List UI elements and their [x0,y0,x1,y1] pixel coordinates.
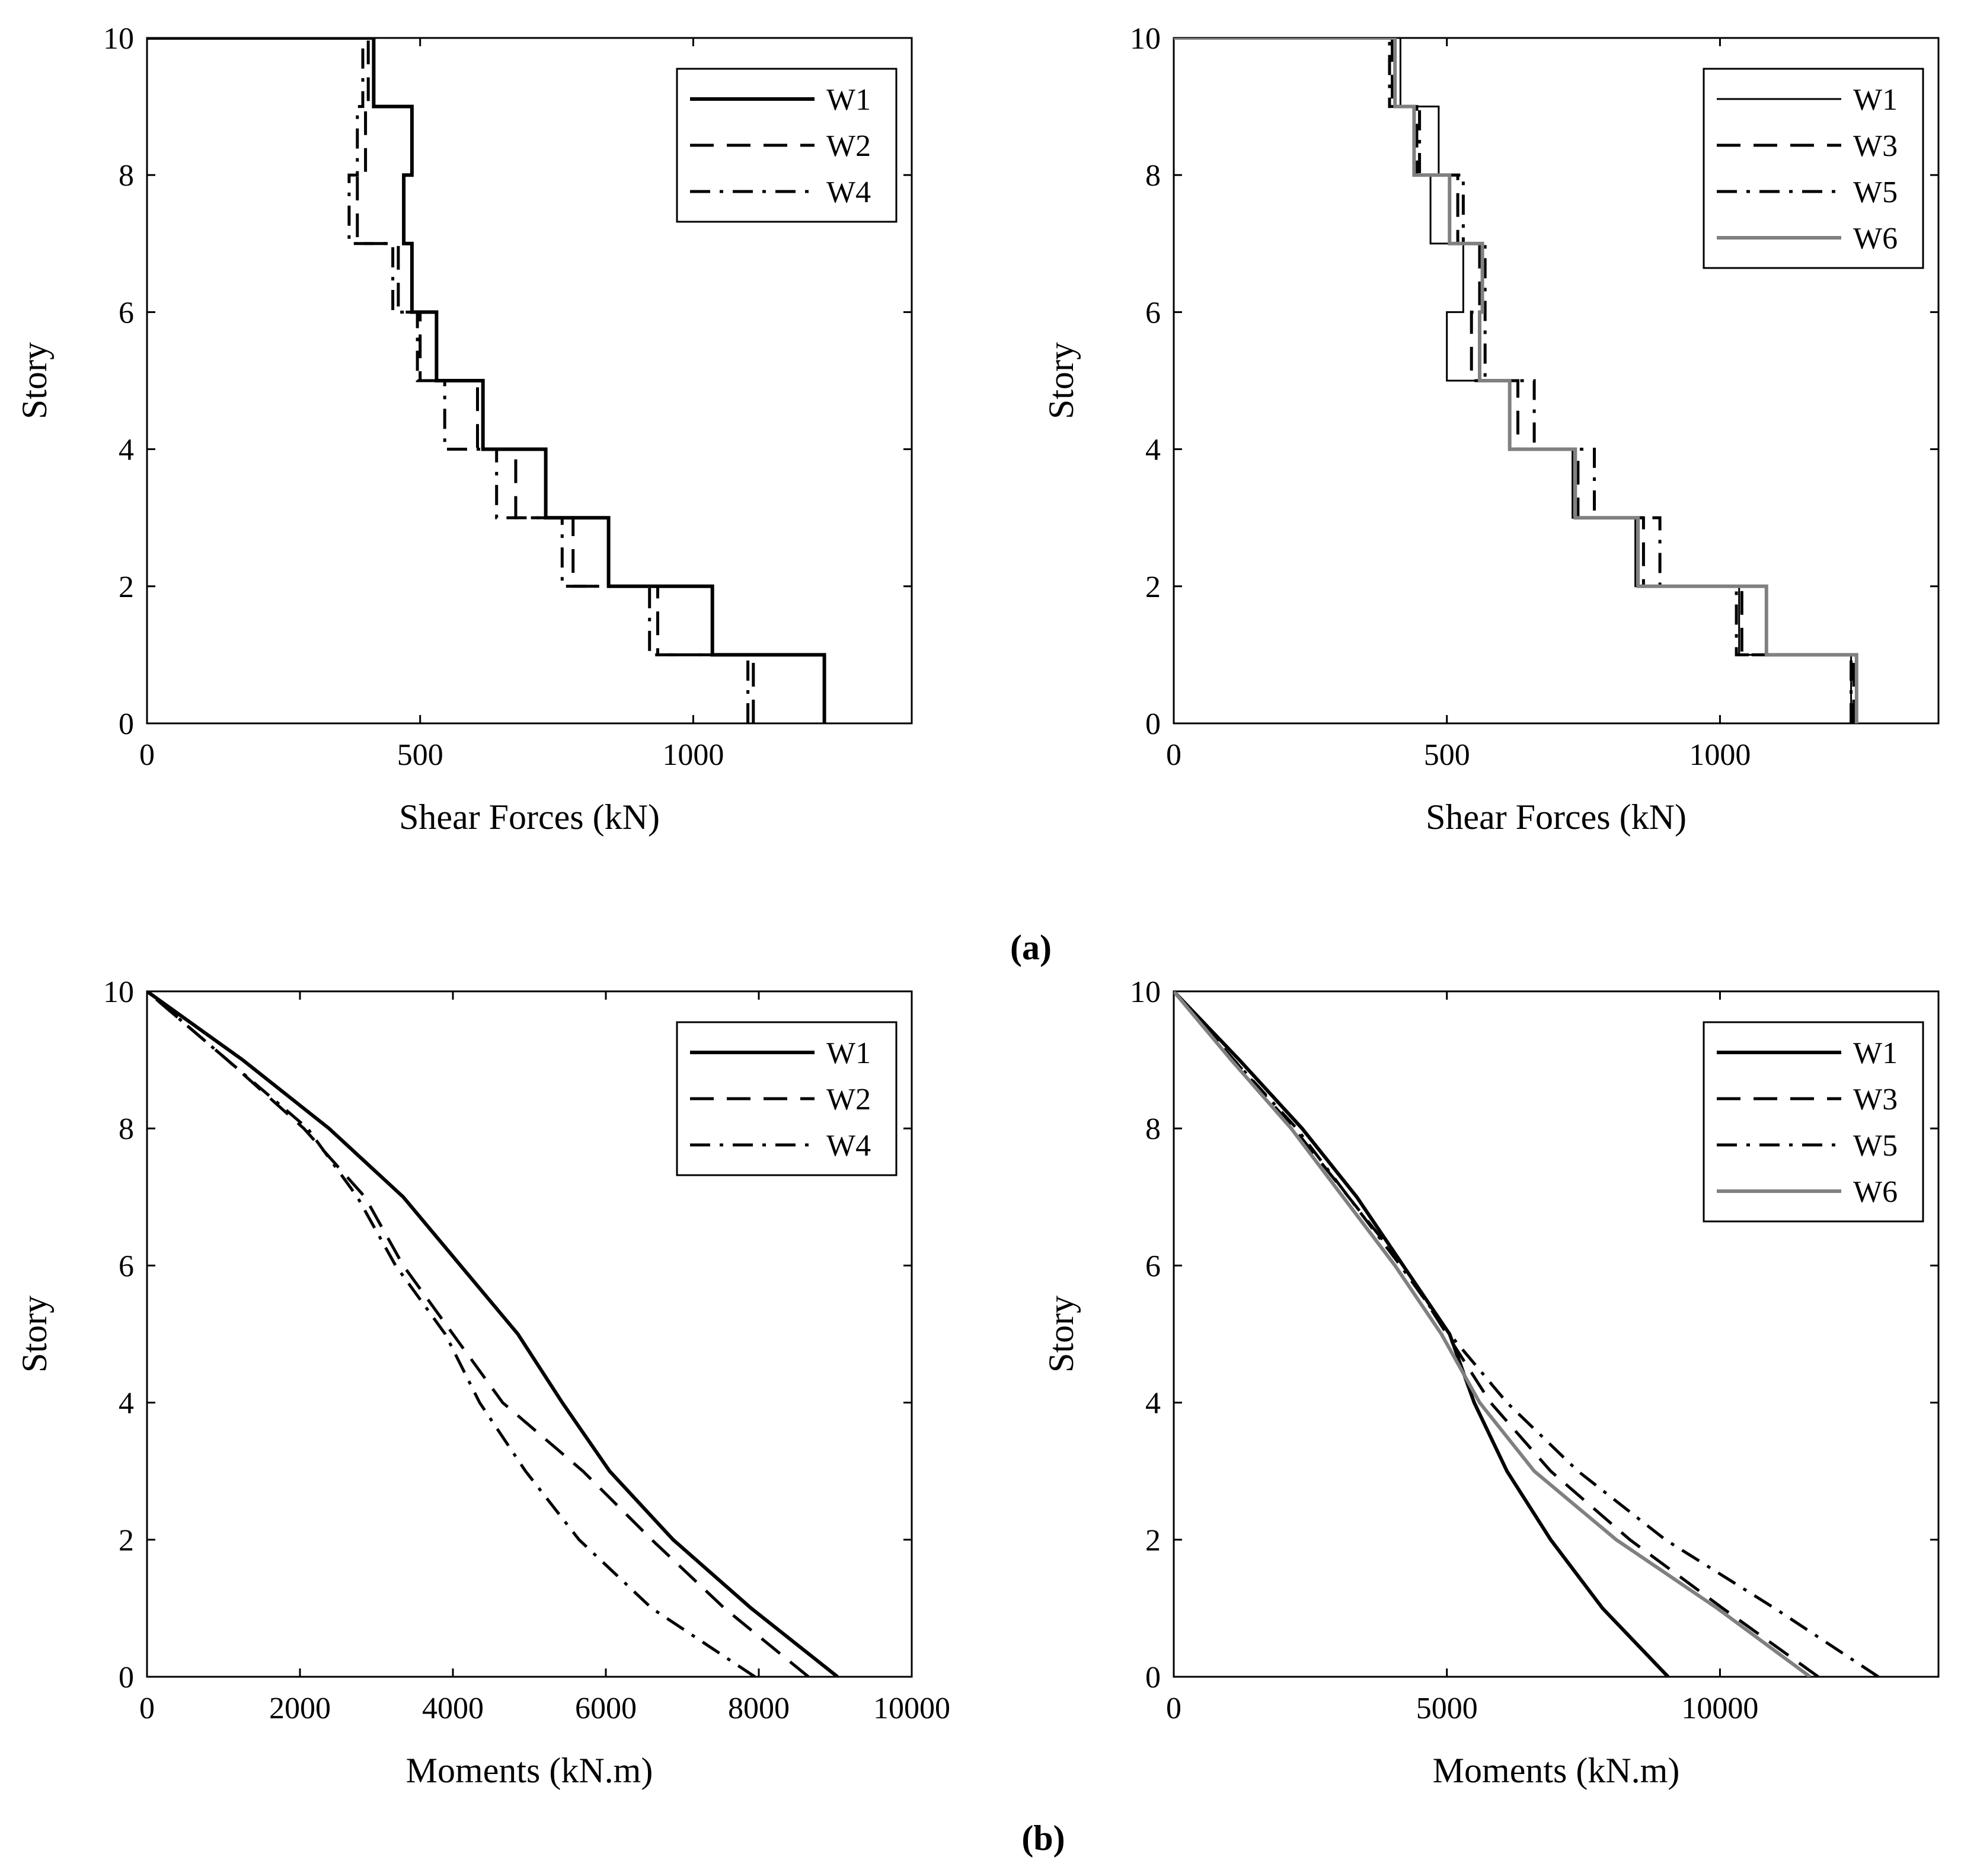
y-tick-label: 4 [119,433,134,467]
legend-label-w2: W2 [826,129,871,163]
y-tick-label: 4 [1145,1387,1161,1421]
legend-box [1703,68,1924,269]
series-line-w4 [147,38,750,723]
y-tick-label: 8 [119,159,134,193]
y-tick-label: 0 [1145,707,1161,741]
shear-left-chart: 0 500 1000 0 2 4 6 8 10 Shear Forces (kN) Story W1 W… [15,22,913,837]
y-tick-label: 10 [103,22,134,56]
legend-label-w5: W5 [1853,1129,1898,1163]
x-axis-title: Shear Forces (kN) [399,797,660,837]
x-tick-label: 0 [139,738,155,772]
y-axis-title: Story [15,1296,54,1373]
legend-label-w6: W6 [1853,1175,1898,1209]
x-tick-label: 1000 [1689,738,1751,772]
y-tick-label: 8 [1145,159,1161,193]
y-tick-label: 6 [1145,1249,1161,1283]
legend-label-w3: W3 [1853,129,1898,163]
y-tick-label: 4 [1145,433,1161,467]
x-tick-label: 1000 [662,738,724,772]
x-tick-label: 8000 [728,1692,790,1725]
legend-label-w3: W3 [1853,1083,1898,1116]
y-axis-title: Story [15,342,54,419]
y-tick-label: 2 [119,570,134,604]
plot-frame [1173,990,1940,1678]
x-tick-label: 6000 [575,1692,637,1725]
y-tick-label: 8 [1145,1112,1161,1146]
legend-label-w2: W2 [826,1083,871,1116]
x-tick-label: 0 [1166,738,1181,772]
moment-right-chart: 0 5000 10000 0 2 4 6 8 10 Moments (kN.m) Story W1 W3… [1042,975,1940,1790]
series-line-w2 [147,991,810,1677]
legend-label-w1: W1 [1853,1036,1898,1070]
y-tick-label: 6 [1145,296,1161,330]
y-tick-label: 6 [119,1249,134,1283]
x-axis-title: Shear Forces (kN) [1426,797,1687,837]
legend-label-w6: W6 [1853,222,1898,256]
y-tick-label: 2 [1145,1524,1161,1558]
legend-label-w1: W1 [826,83,871,117]
panel-label-b: (b) [1021,1818,1065,1858]
legend-label-w1: W1 [1853,83,1898,117]
y-tick-label: 0 [119,707,134,741]
x-axis-title: Moments (kN.m) [406,1751,653,1790]
series-line-w1 [147,991,839,1677]
y-tick-label: 8 [119,1112,134,1146]
y-tick-label: 6 [119,296,134,330]
x-tick-label: 500 [397,738,443,772]
series-line-w6 [1174,38,1858,723]
x-tick-label: 10000 [873,1692,950,1725]
x-tick-label: 500 [1424,738,1470,772]
x-tick-label: 10000 [1681,1692,1758,1725]
legend-label-w1: W1 [826,1036,871,1070]
legend-label-w4: W4 [826,176,871,209]
plot-frame [1173,37,1940,725]
y-tick-label: 2 [1145,570,1161,604]
x-tick-label: 4000 [422,1692,484,1725]
y-tick-label: 0 [1145,1661,1161,1695]
x-tick-label: 0 [1166,1692,1181,1725]
y-tick-label: 10 [1130,975,1161,1009]
series-line-w3 [1174,38,1855,723]
legend-label-w4: W4 [826,1129,871,1163]
series-line-w4 [147,991,756,1677]
shear-right-chart: 0 500 1000 0 2 4 6 8 10 Shear Forces (kN) Story W1 W… [1042,22,1940,837]
y-axis-title: Story [1042,342,1081,419]
x-axis-title: Moments (kN.m) [1433,1751,1680,1790]
x-tick-label: 2000 [269,1692,331,1725]
x-tick-label: 0 [139,1692,155,1725]
legend-label-w5: W5 [1853,176,1898,209]
y-axis-title: Story [1042,1296,1081,1373]
plot-frame [146,37,913,725]
series-line-w6 [1174,991,1812,1677]
plot-frame [146,990,913,1678]
y-tick-label: 0 [119,1661,134,1695]
y-tick-label: 10 [103,975,134,1009]
y-tick-label: 2 [119,1524,134,1558]
x-tick-label: 5000 [1416,1692,1478,1725]
panel-label-a: (a) [1010,928,1052,967]
series-line-w3 [1174,991,1819,1677]
moment-left-chart: 0 2000 4000 6000 8000 10000 0 2 4 6 8 10 Moments (kN… [15,975,950,1790]
legend-box [1703,1021,1924,1223]
y-tick-label: 10 [1130,22,1161,56]
y-tick-label: 4 [119,1387,134,1421]
series-line-w1 [1174,991,1670,1677]
